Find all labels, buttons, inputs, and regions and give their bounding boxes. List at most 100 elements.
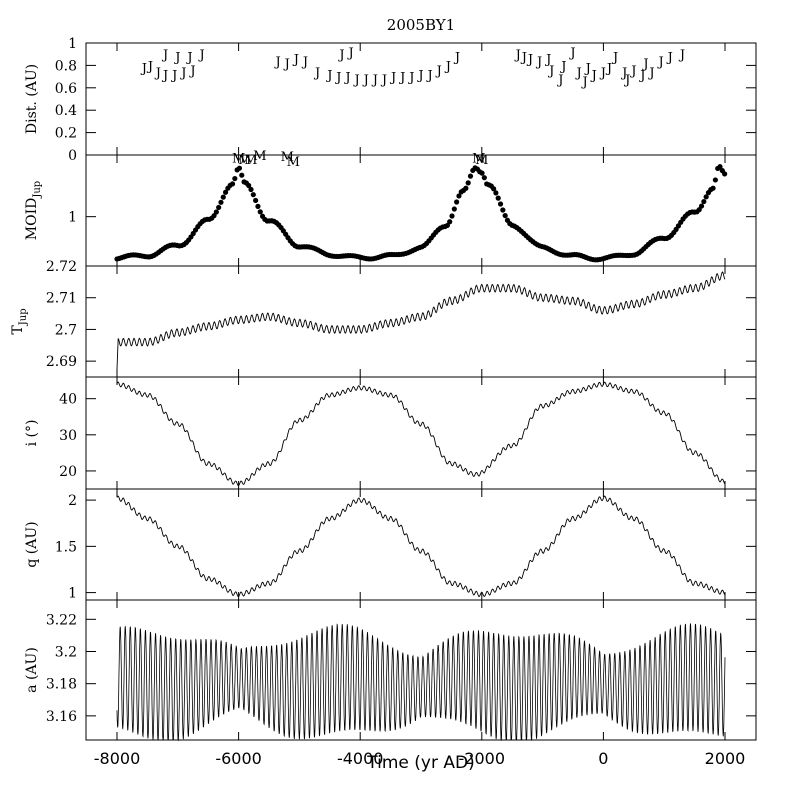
data-point (229, 181, 236, 187)
data-point (454, 199, 460, 205)
y-tick-label: 1.5 (55, 539, 77, 555)
marker-j: J (179, 66, 186, 81)
y-tick-label: 2.72 (46, 259, 77, 275)
data-point (447, 219, 453, 225)
data-point (232, 175, 238, 182)
y-axis-label: Dist. (AU) (24, 64, 40, 134)
data-point (239, 172, 245, 178)
series-line (116, 271, 726, 370)
data-point (497, 201, 504, 207)
y-tick-label: 3.16 (46, 709, 77, 725)
marker-m: M (281, 150, 294, 165)
marker-j: J (574, 66, 581, 81)
marker-j: J (407, 71, 414, 86)
y-tick-label: 20 (59, 464, 77, 480)
marker-j: J (514, 48, 521, 63)
data-point (236, 165, 243, 171)
marker-j: J (398, 71, 405, 86)
y-tick-label: 0.6 (55, 81, 77, 97)
data-point (456, 193, 462, 199)
data-point (722, 171, 728, 177)
marker-j: J (389, 71, 396, 86)
marker-j: J (346, 46, 353, 61)
data-point (490, 186, 497, 192)
marker-j: J (343, 71, 350, 86)
y-tick-label: 2.7 (55, 322, 77, 338)
data-point (220, 194, 226, 200)
marker-j: J (444, 59, 451, 74)
marker-m: M (472, 151, 485, 166)
marker-j: J (188, 64, 195, 79)
data-point (712, 177, 718, 183)
marker-j: J (154, 66, 161, 81)
y-tick-label: 2.71 (46, 291, 77, 307)
marker-j: J (283, 57, 290, 72)
marker-j: J (292, 53, 299, 68)
marker-m: M (232, 151, 245, 166)
marker-j: J (638, 68, 645, 83)
marker-j: J (140, 62, 147, 77)
marker-j: J (666, 50, 673, 65)
panel-frame (85, 376, 757, 490)
marker-j: J (629, 64, 636, 79)
series-line (116, 381, 726, 487)
x-tick-label: 0 (598, 749, 608, 768)
marker-j: J (274, 55, 281, 70)
y-axis-label: MOIDJup (24, 181, 43, 240)
y-tick-label: 40 (59, 392, 77, 408)
y-tick-label: 1 (68, 586, 77, 602)
x-tick-label: -4000 (337, 749, 384, 768)
y-tick-label: 0.8 (55, 58, 77, 74)
marker-j: J (435, 64, 442, 79)
marker-j: J (198, 48, 205, 63)
data-point (493, 190, 499, 196)
x-tick-label: -2000 (459, 749, 506, 768)
marker-m: M (253, 149, 266, 164)
data-point (463, 185, 469, 191)
panel-incl: 20 30 40 i (°) (24, 376, 757, 490)
data-point (500, 207, 506, 213)
marker-j: J (657, 55, 664, 70)
marker-j: J (337, 48, 344, 63)
x-tick-label: -8000 (94, 749, 141, 768)
y-axis-label: a (AU) (24, 647, 40, 693)
y-tick-label: 0.4 (55, 103, 77, 119)
marker-j: J (590, 68, 597, 83)
marker-j: J (611, 50, 618, 65)
marker-j: J (371, 73, 378, 88)
data-point (698, 203, 705, 209)
marker-j: J (146, 59, 153, 74)
marker-j: J (353, 73, 360, 88)
panel-tjup: 2.69 2.7 2.71 2.72 TJup (10, 259, 757, 378)
panel-a: 3.16 3.18 3.2 3.22 a (AU) (24, 599, 757, 742)
marker-j: J (584, 62, 591, 77)
data-point (703, 194, 709, 200)
y-tick-label: 3.18 (46, 677, 77, 693)
marker-m: M (244, 153, 257, 168)
marker-j: J (426, 68, 433, 83)
data-point (216, 204, 222, 211)
y-tick-label: 0 (68, 148, 77, 164)
marker-j: J (173, 50, 180, 65)
data-point (717, 164, 723, 170)
data-point (701, 198, 707, 205)
data-point (248, 186, 254, 193)
data-point (502, 212, 508, 219)
data-point (246, 182, 252, 189)
x-axis: -8000 -6000 -4000 -2000 0 2000 (94, 749, 746, 768)
y-tick-label: 3.22 (46, 612, 77, 628)
data-point (250, 192, 256, 198)
marker-j: J (535, 55, 542, 70)
y-tick-label: 1 (68, 210, 77, 226)
data-point (449, 213, 455, 219)
marker-m: M (287, 155, 300, 170)
y-tick-label: 3.2 (55, 644, 77, 660)
marker-j: J (185, 50, 192, 65)
marker-j: J (581, 75, 588, 90)
y-tick-label: 2 (68, 493, 77, 509)
marker-j: J (556, 73, 563, 88)
data-point (253, 197, 259, 204)
marker-j: J (599, 66, 606, 81)
